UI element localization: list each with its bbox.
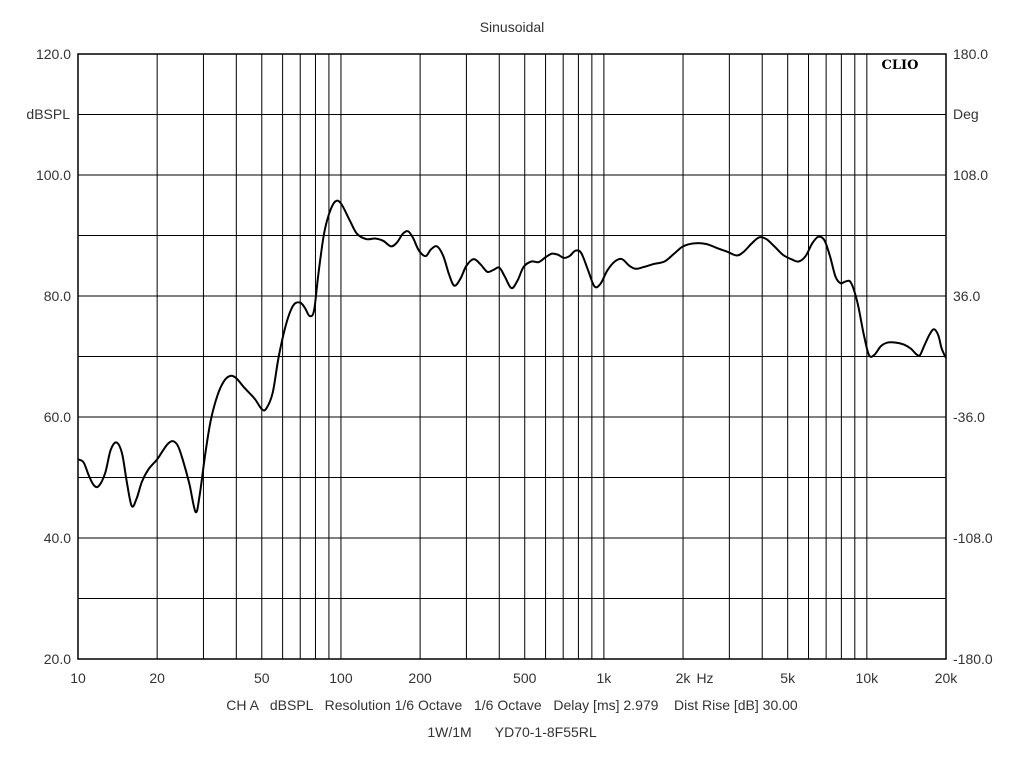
y-tick-label: 60.0: [44, 409, 71, 425]
x-unit-label: Hz: [696, 670, 713, 686]
x-tick-label: 2k: [676, 670, 692, 686]
y2-tick-label: 36.0: [953, 288, 980, 304]
y-tick-label: 20.0: [44, 651, 71, 667]
x-tick-label: 20: [149, 670, 165, 686]
clio-badge: CLIO: [882, 58, 919, 73]
x-tick-label: 50: [254, 670, 270, 686]
y-tick-label: 80.0: [44, 288, 71, 304]
x-tick-label: 500: [513, 670, 537, 686]
y2-tick-label: 180.0: [953, 46, 988, 62]
measurement-caption: 1W/1M YD70-1-8F55RL: [427, 724, 597, 740]
y2-tick-label: -180.0: [953, 651, 993, 667]
x-tick-label: 20k: [935, 670, 959, 686]
x-tick-label: 1k: [596, 670, 612, 686]
x-tick-label: 200: [408, 670, 432, 686]
chart-title: Sinusoidal: [480, 19, 545, 35]
y-tick-label: 40.0: [44, 530, 71, 546]
y2-tick-label: -36.0: [953, 409, 985, 425]
x-tick-label: 10: [70, 670, 86, 686]
y2-tick-label: -108.0: [953, 530, 993, 546]
measurement-settings: CH A dBSPL Resolution 1/6 Octave 1/6 Oct…: [226, 697, 798, 713]
left-axis-label: dBSPL: [26, 106, 70, 122]
x-tick-label: 10k: [856, 670, 880, 686]
y-tick-label: 100.0: [36, 167, 71, 183]
y2-tick-label: 108.0: [953, 167, 988, 183]
right-axis-label: Deg: [953, 106, 979, 122]
y-tick-label: 120.0: [36, 46, 71, 62]
x-tick-label: 5k: [780, 670, 796, 686]
clio-badge-bg: [876, 56, 922, 74]
spl-response-line: [77, 199, 947, 514]
x-tick-label: 100: [329, 670, 353, 686]
